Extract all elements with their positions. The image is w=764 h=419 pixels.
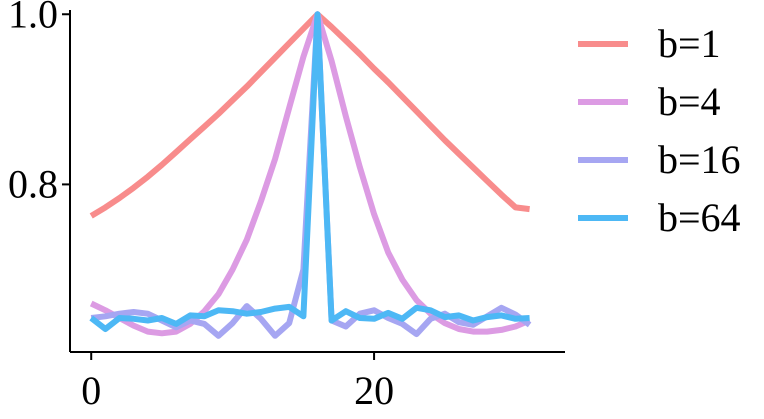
y-tick-label: 0.8 xyxy=(8,161,58,206)
series-line-1 xyxy=(89,11,530,219)
legend-label: b=4 xyxy=(658,79,721,124)
legend-label: b=16 xyxy=(658,137,741,182)
x-ticks: 0 20 xyxy=(81,352,394,413)
series-line-4 xyxy=(89,11,530,332)
series-line-2 xyxy=(89,11,531,337)
series-layer xyxy=(89,11,532,339)
legend: b=1 b=4 b=16 b=64 xyxy=(578,21,741,240)
y-tick-label: 1.0 xyxy=(8,0,58,36)
legend-label: b=64 xyxy=(658,195,741,240)
x-tick-label: 20 xyxy=(354,368,394,413)
legend-label: b=1 xyxy=(658,21,721,66)
x-tick-label: 0 xyxy=(81,368,101,413)
y-ticks: 0.8 1.0 xyxy=(8,0,70,206)
